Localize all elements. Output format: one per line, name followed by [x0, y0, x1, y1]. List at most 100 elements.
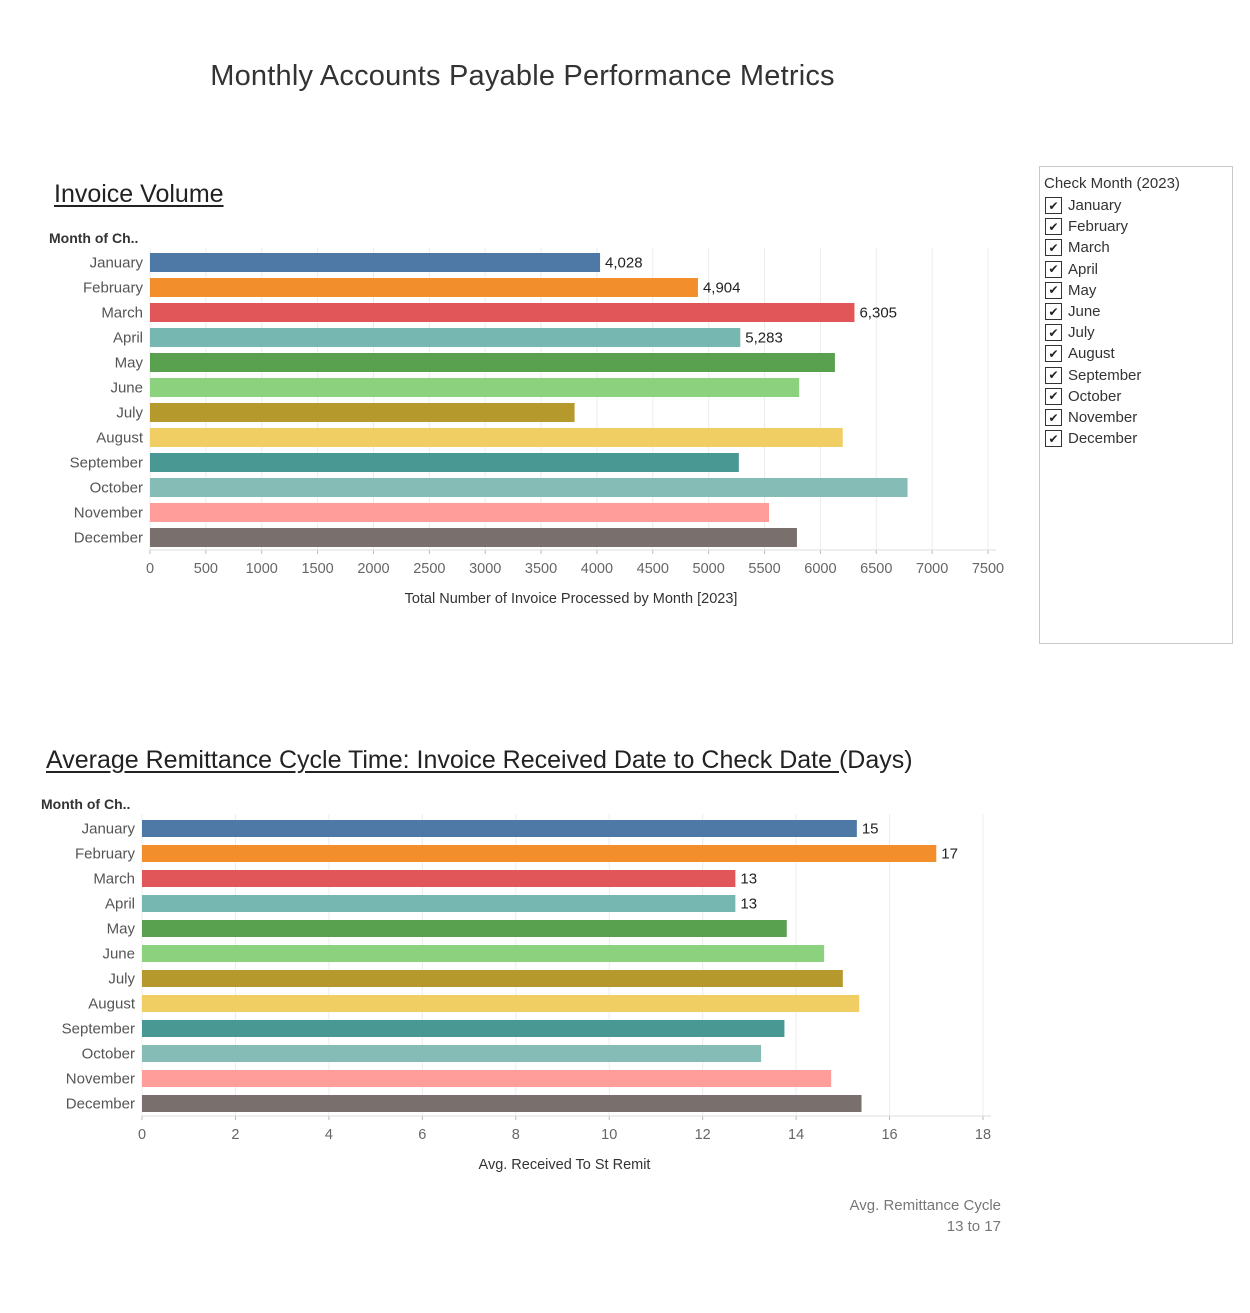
checkmark-icon: ✔	[1048, 346, 1059, 361]
filter-item-june[interactable]: ✔ June	[1045, 301, 1101, 322]
checkmark-icon: ✔	[1048, 389, 1059, 404]
checkbox-may[interactable]: ✔	[1045, 281, 1062, 299]
check-month-filter: Check Month (2023) ✔ January ✔ February ✔ Mar…	[1039, 166, 1233, 644]
cycle-tick-label: 8	[512, 1127, 520, 1143]
checkbox-june[interactable]: ✔	[1045, 303, 1062, 320]
volume-category-label: March	[101, 305, 143, 322]
filter-item-december[interactable]: ✔ December	[1045, 428, 1137, 449]
filter-item-january[interactable]: ✔ January	[1045, 195, 1121, 216]
volume-tick-label: 2000	[357, 561, 389, 577]
volume-bar-february	[150, 278, 698, 297]
cycle-data-label: 15	[862, 821, 879, 838]
filter-item-may[interactable]: ✔ May	[1045, 280, 1096, 301]
volume-tick-label: 1000	[246, 561, 278, 577]
color-legend: Avg. Remittance Cycle 13 to 17	[850, 1195, 1001, 1237]
filter-label: February	[1068, 218, 1129, 236]
cycle-bar-july	[142, 970, 843, 987]
legend-range: 13 to 17	[946, 1218, 1001, 1235]
filter-item-april[interactable]: ✔ April	[1045, 259, 1098, 280]
filter-label: March	[1068, 239, 1110, 257]
volume-tick-label: 4000	[581, 561, 613, 577]
volume-tick-label: 2500	[413, 561, 445, 577]
remittance-title-rest: (Days)	[838, 746, 913, 774]
cycle-tick-label: 4	[325, 1127, 333, 1143]
filter-item-november[interactable]: ✔ November	[1045, 407, 1137, 428]
volume-bar-june	[150, 378, 800, 397]
volume-tick-label: 7000	[916, 561, 948, 577]
remittance-cycle-title: Average Remittance Cycle Time: Invoice R…	[46, 746, 913, 775]
checkmark-icon: ✔	[1048, 198, 1059, 213]
volume-category-label: January	[90, 255, 144, 272]
checkbox-november[interactable]: ✔	[1045, 409, 1062, 426]
volume-category-label: April	[113, 330, 143, 347]
volume-category-label: November	[74, 505, 143, 522]
checkbox-august[interactable]: ✔	[1045, 345, 1062, 363]
filter-item-september[interactable]: ✔ September	[1045, 365, 1141, 386]
volume-tick-label: 1500	[301, 561, 333, 577]
cycle-bar-december	[142, 1095, 862, 1112]
cycle-tick-label: 16	[881, 1127, 897, 1143]
checkmark-icon: ✔	[1048, 219, 1059, 234]
checkbox-september[interactable]: ✔	[1045, 366, 1062, 384]
volume-tick-label: 3500	[525, 561, 557, 577]
filter-label: April	[1068, 260, 1099, 278]
checkmark-icon: ✔	[1048, 304, 1059, 319]
filter-label: October	[1068, 387, 1122, 405]
volume-data-label: 5,283	[745, 330, 783, 347]
checkbox-december[interactable]: ✔	[1045, 430, 1062, 448]
checkbox-february[interactable]: ✔	[1045, 218, 1062, 236]
volume-bar-september	[150, 453, 739, 472]
filter-item-march[interactable]: ✔ March	[1045, 237, 1110, 258]
cycle-category-label: January	[82, 821, 136, 838]
volume-category-label: February	[83, 280, 144, 297]
volume-tick-label: 6500	[860, 561, 892, 577]
cycle-tick-label: 0	[138, 1127, 146, 1143]
volume-tick-label: 7500	[972, 561, 1004, 577]
checkbox-october[interactable]: ✔	[1045, 387, 1062, 405]
filter-item-october[interactable]: ✔ October	[1045, 386, 1121, 407]
cycle-tick-label: 10	[601, 1127, 617, 1143]
volume-tick-label: 5500	[748, 561, 780, 577]
cycle-category-label: March	[93, 871, 135, 888]
filter-item-february[interactable]: ✔ February	[1045, 216, 1128, 237]
legend-title: Avg. Remittance Cycle	[849, 1197, 1001, 1214]
cycle-category-label: December	[66, 1096, 135, 1113]
filter-label: June	[1068, 303, 1101, 320]
checkmark-icon: ✔	[1048, 283, 1059, 298]
volume-bar-december	[150, 528, 797, 547]
checkbox-march[interactable]: ✔	[1045, 239, 1062, 257]
volume-category-label: October	[90, 480, 143, 497]
cycle-data-label: 13	[740, 896, 757, 913]
volume-bar-march	[150, 303, 855, 322]
remittance-title-underlined: Average Remittance Cycle Time: Invoice R…	[46, 746, 839, 774]
cycle-bar-june	[142, 945, 825, 962]
cycle-row-header: Month of Ch..	[41, 796, 130, 812]
volume-bar-august	[150, 428, 843, 447]
cycle-data-label: 13	[740, 871, 757, 888]
checkbox-april[interactable]: ✔	[1045, 260, 1062, 278]
volume-data-label: 6,305	[859, 305, 897, 322]
checkbox-january[interactable]: ✔	[1045, 197, 1062, 214]
cycle-bar-november	[142, 1070, 832, 1087]
cycle-category-label: October	[82, 1046, 135, 1063]
cycle-tick-label: 6	[418, 1127, 426, 1143]
checkmark-icon: ✔	[1048, 240, 1059, 255]
cycle-x-axis-title: Avg. Received To St Remit	[479, 1157, 651, 1173]
cycle-bar-march	[142, 870, 736, 887]
cycle-category-label: September	[62, 1021, 135, 1038]
cycle-tick-label: 14	[788, 1127, 804, 1143]
volume-category-label: July	[116, 405, 143, 422]
filter-label: July	[1068, 324, 1095, 342]
cycle-category-label: February	[75, 846, 136, 863]
invoice-volume-title: Invoice Volume	[54, 180, 224, 209]
volume-bar-january	[150, 253, 601, 272]
volume-bar-may	[150, 353, 835, 372]
filter-item-august[interactable]: ✔ August	[1045, 343, 1115, 364]
volume-bar-april	[150, 328, 741, 347]
filter-item-july[interactable]: ✔ July	[1045, 322, 1095, 343]
checkbox-july[interactable]: ✔	[1045, 324, 1062, 342]
invoice-volume-title-text: Invoice Volume	[54, 180, 224, 208]
cycle-category-label: April	[105, 896, 135, 913]
volume-bar-october	[150, 478, 908, 497]
